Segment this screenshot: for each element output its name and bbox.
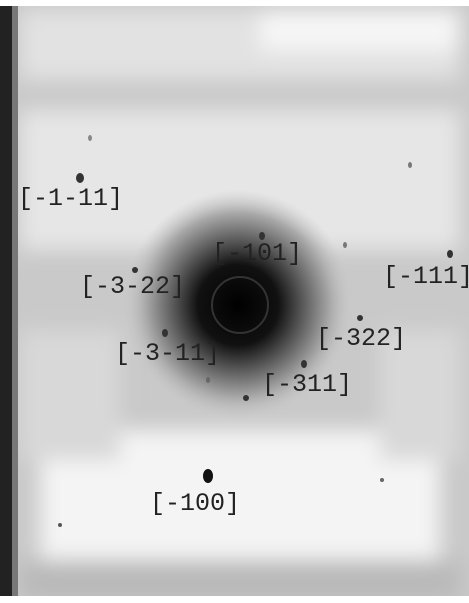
film-edge [12, 0, 18, 603]
reflection-label: [-3-11] [115, 339, 220, 368]
reflection-label: [-100] [150, 489, 240, 518]
reflection-label: [-3-22] [80, 272, 185, 301]
reflection-label: [-111] [383, 262, 469, 291]
film-edge [0, 0, 469, 6]
reflection-label: [-311] [262, 370, 352, 399]
film-edge [0, 0, 12, 603]
reflection-label: [-101] [212, 239, 302, 268]
film-edge [0, 596, 469, 603]
reflection-label: [-1-11] [18, 184, 123, 213]
reflection-label: [-322] [316, 324, 406, 353]
beam-stop [211, 276, 269, 334]
spots [58, 135, 453, 527]
central-beam [123, 190, 353, 420]
film-shading [20, 10, 460, 600]
